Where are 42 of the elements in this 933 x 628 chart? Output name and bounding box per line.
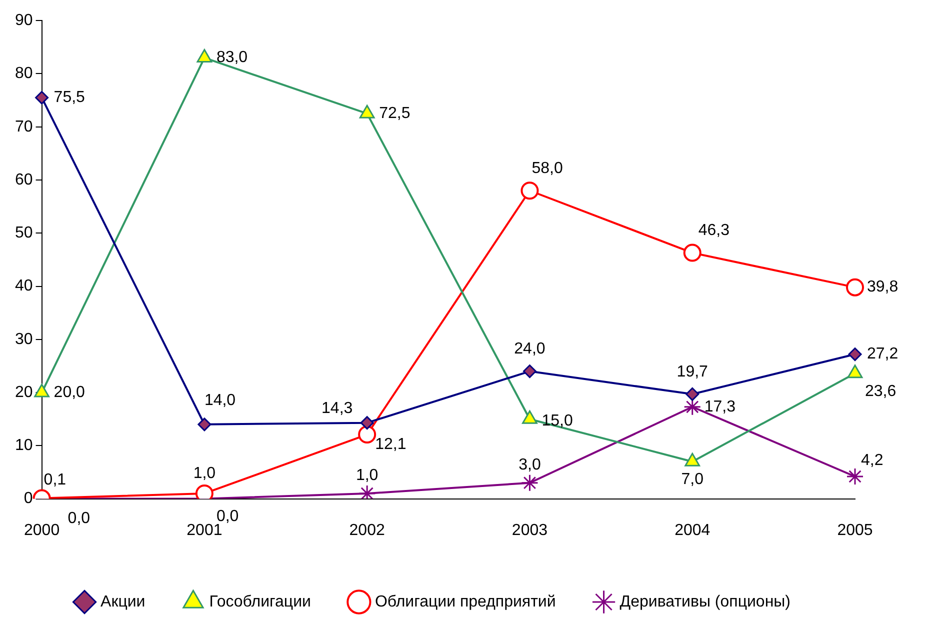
legend-label: Облигации предприятий (374, 593, 556, 610)
y-tick-label: 50 (15, 224, 33, 242)
y-tick-label: 10 (15, 437, 33, 454)
x-tick-label: 2003 (512, 522, 548, 539)
data-label: 39,8 (867, 278, 898, 296)
data-label: 1,0 (193, 464, 216, 482)
y-tick-label: 30 (15, 330, 33, 348)
data-label: 20,0 (54, 384, 86, 401)
data-label: 46,3 (698, 222, 730, 240)
y-tick-label: 90 (15, 12, 33, 30)
data-label: 23,6 (865, 382, 896, 400)
data-label: 14,0 (204, 392, 236, 409)
data-label: 58,0 (532, 160, 563, 178)
y-tick-label: 60 (15, 171, 33, 188)
data-label: 14,3 (322, 400, 353, 418)
data-label: 7,0 (681, 471, 704, 488)
data-label: 17,3 (704, 398, 736, 416)
data-label: 1,0 (356, 466, 378, 484)
data-label: 4,2 (861, 452, 884, 469)
x-tick-label: 2002 (349, 522, 385, 539)
x-tick-label: 2000 (24, 522, 60, 539)
data-label: 12,1 (375, 436, 406, 453)
data-label: 27,2 (867, 346, 898, 363)
legend-label: Деривативы (опционы) (620, 593, 790, 610)
data-label: 83,0 (216, 49, 248, 66)
data-label: 3,0 (518, 456, 541, 474)
data-label: 72,5 (379, 104, 410, 122)
legend-label: Акции (100, 593, 146, 610)
data-label: 0,1 (44, 472, 66, 489)
data-label: 15,0 (542, 412, 573, 430)
data-label: 75,5 (54, 89, 86, 106)
y-tick-label: 0 (24, 490, 33, 508)
legend-label: Гособлигации (209, 593, 311, 610)
x-tick-label: 2004 (674, 522, 710, 539)
y-tick-label: 70 (15, 118, 33, 136)
x-tick-label: 2005 (837, 522, 873, 539)
y-tick-label: 20 (15, 384, 33, 401)
y-tick-label: 80 (15, 65, 33, 82)
y-tick-label: 40 (15, 278, 33, 295)
data-label: 19,7 (676, 364, 708, 381)
data-label: 24,0 (514, 340, 546, 358)
data-label: 0,0 (68, 510, 90, 528)
